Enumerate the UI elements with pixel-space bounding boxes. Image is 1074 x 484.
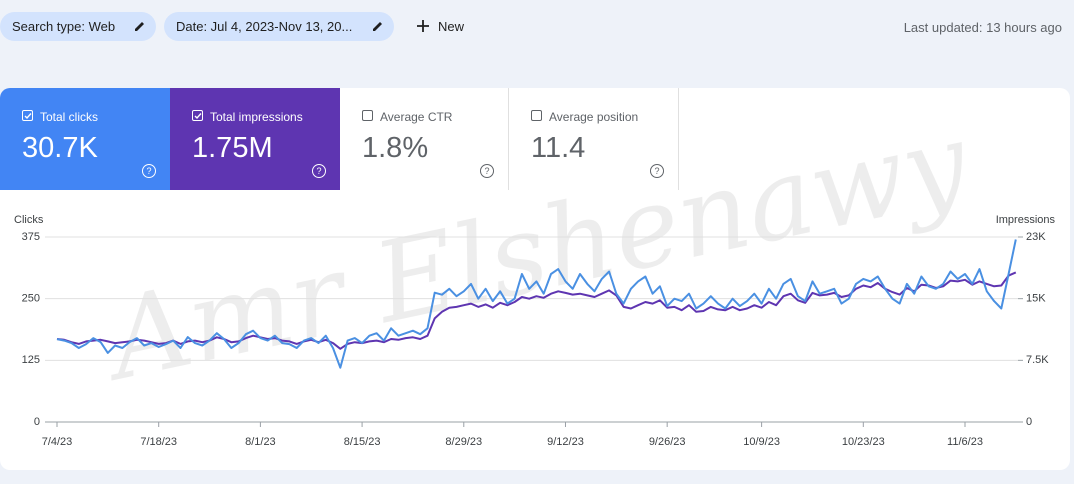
x-tick-label: 9/26/23 <box>649 436 686 448</box>
x-tick-label: 8/15/23 <box>344 436 381 448</box>
metric-label-text: Total clicks <box>40 110 99 124</box>
x-tick-label: 11/6/23 <box>947 436 983 448</box>
series-line <box>56 271 1017 350</box>
y2-tick-label: 0 <box>1026 416 1032 428</box>
metric-label: Total clicks <box>22 110 148 124</box>
metric-label: Total impressions <box>192 110 318 124</box>
y-tick-label: 0 <box>34 416 40 428</box>
metric-label-text: Average CTR <box>380 110 453 124</box>
y-tick-label: 125 <box>22 354 40 366</box>
y-tick-label: 375 <box>22 231 40 243</box>
metric-value: 30.7K <box>22 132 98 164</box>
y-tick-label: 250 <box>22 293 40 305</box>
metric-label: Average position <box>531 110 656 124</box>
checkbox <box>192 110 203 121</box>
y2-axis-title: Impressions <box>996 214 1056 226</box>
checkbox <box>22 110 33 121</box>
search-type-chip[interactable]: Search type: Web <box>0 12 156 41</box>
help-icon: ? <box>312 164 326 178</box>
metric-tile[interactable]: Average CTR 1.8%? <box>340 88 509 190</box>
help-icon: ? <box>480 164 494 178</box>
x-tick-label: 8/29/23 <box>445 436 482 448</box>
help-icon: ? <box>650 164 664 178</box>
y2-tick-label: 15K <box>1026 293 1046 305</box>
x-tick-label: 9/12/23 <box>547 436 584 448</box>
help-icon: ? <box>142 164 156 178</box>
metric-label: Average CTR <box>362 110 486 124</box>
chip-label: Search type: Web <box>12 19 116 34</box>
metric-value: 1.75M <box>192 132 273 164</box>
edit-icon <box>135 22 144 31</box>
plus-icon <box>417 20 429 32</box>
metric-label-text: Total impressions <box>210 110 303 124</box>
new-button[interactable]: New <box>412 12 464 41</box>
new-label: New <box>438 19 465 34</box>
checkbox <box>362 110 373 121</box>
x-tick-label: 7/18/23 <box>140 436 177 448</box>
x-tick-label: 8/1/23 <box>245 436 276 448</box>
x-tick-label: 7/4/23 <box>42 436 73 448</box>
y-axis-title: Clicks <box>14 214 44 226</box>
chip-label: Date: Jul 4, 2023-Nov 13, 20... <box>176 19 353 34</box>
metric-tile[interactable]: Total impressions 1.75M? <box>170 88 340 190</box>
series-line <box>56 239 1017 369</box>
metric-tile[interactable]: Total clicks 30.7K? <box>0 88 170 190</box>
y2-tick-label: 23K <box>1026 231 1046 243</box>
metric-value: 1.8% <box>362 132 429 164</box>
x-tick-label: 10/9/23 <box>743 436 780 448</box>
date-chip[interactable]: Date: Jul 4, 2023-Nov 13, 20... <box>164 12 394 41</box>
metric-value: 11.4 <box>531 132 586 164</box>
checkbox <box>531 110 542 121</box>
y2-tick-label: 7.5K <box>1026 354 1049 366</box>
x-tick-label: 10/23/23 <box>842 436 885 448</box>
metric-tile[interactable]: Average position 11.4? <box>509 88 679 190</box>
last-updated: Last updated: 13 hours ago <box>903 20 1062 35</box>
edit-icon <box>373 22 382 31</box>
metric-label-text: Average position <box>549 110 639 124</box>
